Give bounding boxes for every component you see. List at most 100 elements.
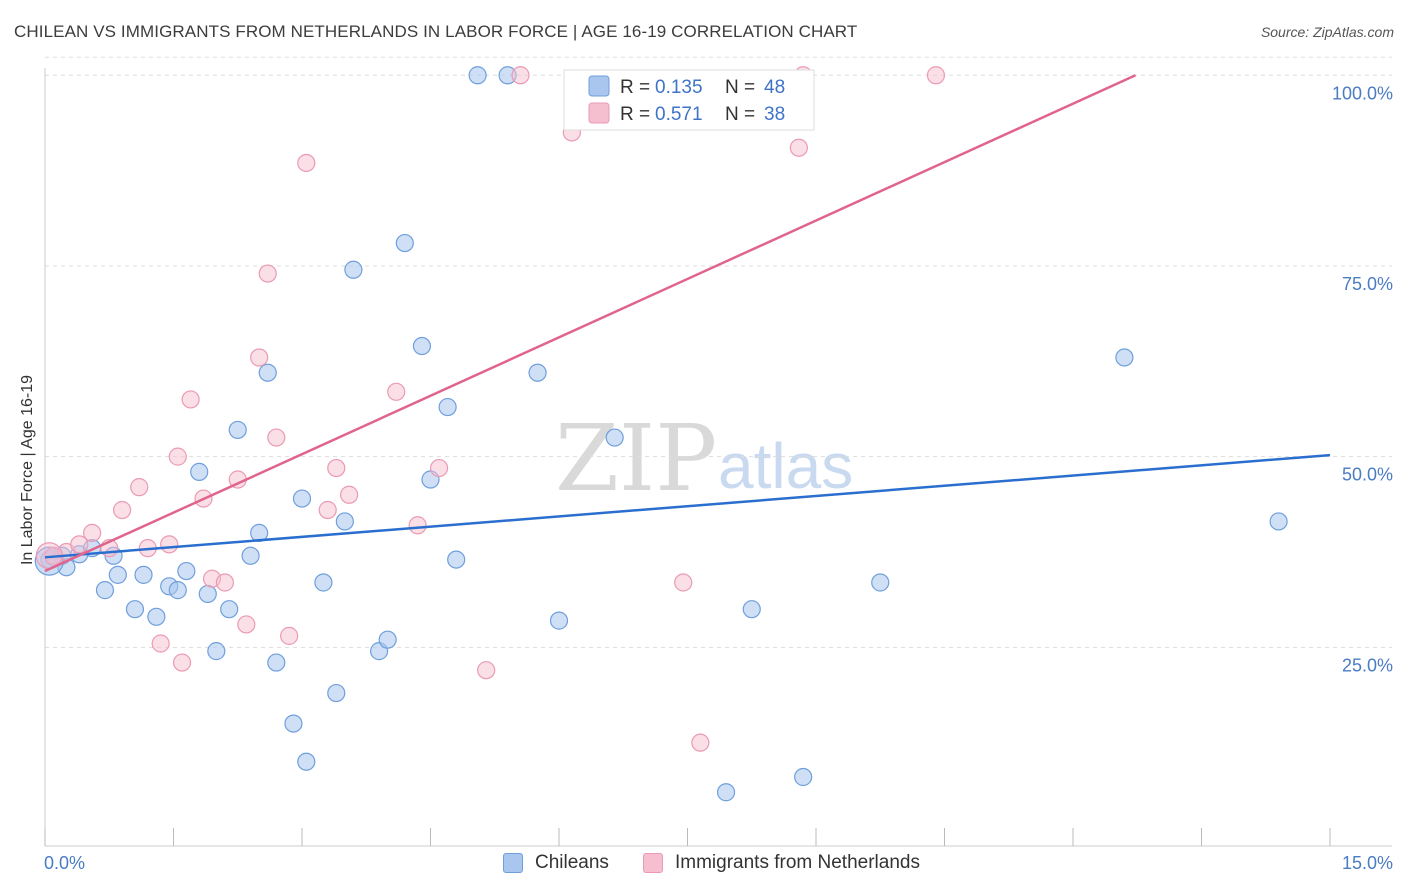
point-netherlands — [168, 447, 187, 466]
point-chileans — [284, 714, 303, 733]
y-tick-label: 50.0% — [1342, 465, 1393, 485]
y-tick-label: 25.0% — [1342, 655, 1393, 675]
point-chileans — [292, 489, 312, 508]
point-chileans — [198, 584, 217, 604]
legend-r-label-1: R = — [620, 77, 650, 98]
point-chileans — [314, 573, 333, 592]
point-chileans — [605, 428, 624, 447]
y-tick-label: 100.0% — [1332, 83, 1393, 103]
point-netherlands — [160, 535, 179, 554]
point-chileans — [528, 363, 547, 382]
trend-line-chileans — [44, 453, 1331, 559]
legend-r-value-2: 0.571 — [655, 104, 703, 125]
point-chileans — [207, 642, 226, 661]
point-chileans — [335, 512, 354, 531]
point-chileans — [327, 683, 346, 703]
source-label: Source: ZipAtlas.com — [1260, 24, 1394, 40]
point-netherlands — [151, 634, 170, 653]
point-chileans — [447, 550, 466, 569]
trend-lines — [44, 74, 1331, 573]
point-netherlands — [237, 615, 256, 634]
point-netherlands — [789, 138, 808, 157]
bottom-legend-swatch-chileans — [503, 853, 523, 873]
bottom-legend-swatch-netherlands — [643, 853, 663, 873]
point-netherlands — [408, 516, 427, 535]
point-netherlands — [130, 478, 149, 497]
trend-line-netherlands — [44, 74, 1137, 573]
watermark: ZIP atlas — [555, 405, 853, 512]
point-netherlands — [267, 428, 286, 447]
point-netherlands — [280, 626, 299, 645]
point-netherlands — [926, 66, 946, 85]
legend-r-label-2: R = — [620, 104, 650, 125]
legend-swatch-chileans — [588, 75, 610, 97]
point-chileans — [1269, 512, 1288, 531]
point-chileans — [297, 752, 316, 771]
point-netherlands — [172, 653, 192, 672]
point-netherlands — [83, 523, 102, 543]
point-netherlands — [258, 264, 277, 283]
point-chileans — [742, 600, 761, 619]
point-chileans — [468, 66, 487, 85]
point-chileans — [438, 397, 457, 417]
point-netherlands — [387, 382, 406, 401]
watermark-zip: ZIP — [555, 405, 717, 512]
point-netherlands — [691, 733, 710, 752]
point-chileans — [241, 546, 260, 565]
point-netherlands — [215, 573, 234, 592]
point-chileans — [134, 565, 153, 584]
point-netherlands — [70, 535, 89, 554]
point-chileans — [168, 581, 187, 600]
bottom-legend-label-chileans: Chileans — [535, 852, 609, 873]
point-chileans — [412, 336, 432, 356]
point-chileans — [344, 260, 363, 279]
bottom-legend: Chileans Immigrants from Netherlands — [0, 852, 1406, 878]
point-chileans — [108, 565, 127, 584]
point-netherlands — [318, 500, 337, 520]
point-chileans — [716, 783, 736, 802]
point-chileans — [1115, 348, 1134, 367]
point-chileans — [228, 420, 247, 440]
legend: R = 0.135 N = 48 R = 0.571 N = 38 — [563, 69, 815, 131]
point-netherlands — [340, 485, 359, 504]
point-netherlands — [327, 458, 346, 478]
point-chileans — [147, 607, 166, 626]
point-chileans — [395, 233, 414, 253]
point-netherlands — [674, 573, 693, 592]
point-chileans — [549, 611, 569, 630]
point-chileans — [190, 462, 209, 481]
bottom-legend-netherlands: Immigrants from Netherlands — [643, 852, 920, 874]
point-chileans — [378, 630, 397, 649]
point-chileans — [95, 581, 115, 600]
legend-swatch-netherlands — [588, 102, 610, 124]
series-netherlands-points — [35, 66, 946, 752]
point-chileans — [871, 573, 890, 592]
point-netherlands — [477, 661, 496, 680]
legend-n-label-2: N = — [725, 104, 755, 125]
legend-r-value-1: 0.135 — [655, 77, 703, 98]
legend-n-value-2: 38 — [764, 104, 785, 125]
point-netherlands — [250, 348, 269, 367]
tick-labels: 25.0% 50.0% 75.0% 100.0% 0.0% 15.0% — [44, 83, 1393, 873]
point-chileans — [258, 363, 277, 382]
point-netherlands — [511, 66, 530, 85]
bottom-legend-chileans: Chileans — [503, 852, 609, 874]
point-chileans — [220, 600, 239, 619]
y-tick-label: 75.0% — [1342, 274, 1393, 294]
point-chileans — [125, 600, 145, 619]
chart-title: CHILEAN VS IMMIGRANTS FROM NETHERLANDS I… — [14, 22, 858, 41]
x-tick-label-start: 0.0% — [44, 853, 85, 873]
point-netherlands — [429, 458, 449, 478]
watermark-atlas: atlas — [718, 430, 853, 502]
legend-n-value-1: 48 — [764, 77, 785, 98]
legend-n-label-1: N = — [725, 77, 755, 98]
point-netherlands — [112, 500, 132, 520]
point-netherlands — [297, 153, 316, 173]
point-chileans — [267, 653, 286, 672]
axes — [44, 68, 1392, 847]
point-netherlands — [181, 390, 200, 409]
point-chileans — [177, 561, 196, 581]
bottom-legend-label-netherlands: Immigrants from Netherlands — [675, 852, 920, 873]
x-tick-label-end: 15.0% — [1342, 853, 1393, 873]
